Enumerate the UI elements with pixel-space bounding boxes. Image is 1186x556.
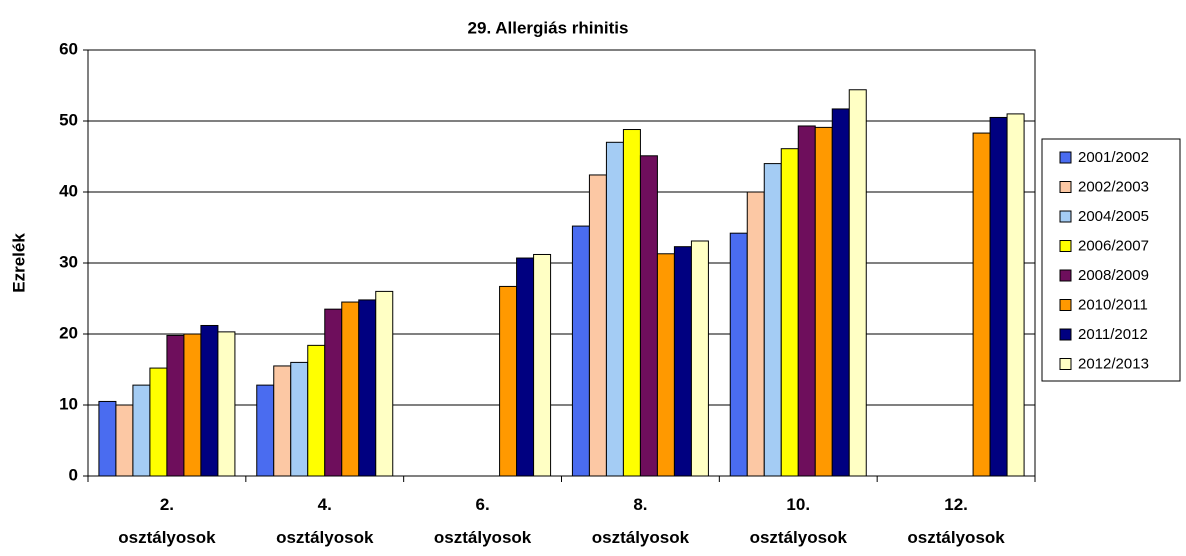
bar — [375, 290, 394, 477]
bar — [324, 308, 343, 477]
bar — [571, 225, 590, 477]
legend-label: 2001/2002 — [1078, 149, 1149, 166]
y-tick-label: 60 — [59, 39, 78, 58]
bar — [989, 116, 1008, 477]
bar — [746, 191, 765, 477]
legend-swatch — [1059, 269, 1072, 282]
bar — [831, 108, 850, 477]
bar — [132, 384, 151, 477]
legend-label: 2008/2009 — [1078, 267, 1149, 284]
legend-label: 2011/2012 — [1078, 326, 1148, 343]
bar — [972, 132, 991, 477]
legend-box — [1041, 138, 1181, 382]
bar — [1006, 113, 1025, 477]
x-tick-label: 2. osztályosok — [118, 495, 216, 547]
bar — [358, 299, 377, 477]
y-tick-label: 40 — [59, 181, 78, 200]
y-tick-label: 30 — [59, 252, 78, 271]
y-tick-label: 20 — [59, 323, 78, 342]
bar — [183, 333, 202, 477]
bar — [780, 148, 799, 477]
legend-label: 2012/2013 — [1078, 355, 1149, 372]
legend-label: 2004/2005 — [1078, 208, 1149, 225]
legend-swatch — [1059, 151, 1072, 164]
bar — [200, 324, 219, 477]
bar — [639, 155, 658, 477]
y-tick-label: 0 — [69, 465, 78, 484]
legend-swatch — [1059, 358, 1072, 370]
legend-swatch — [1059, 240, 1072, 252]
bar — [797, 125, 816, 477]
bar — [605, 141, 624, 477]
bar — [533, 253, 552, 477]
bar — [763, 163, 782, 477]
bar — [341, 301, 360, 477]
bar — [516, 257, 535, 477]
chart-title: 29. Allergiás rhinitis — [468, 18, 629, 37]
bar — [149, 367, 168, 477]
x-tick-label: 8. osztályosok — [592, 495, 690, 547]
bar — [256, 384, 275, 477]
x-tick-label: 6. osztályosok — [434, 495, 532, 547]
bar — [98, 400, 117, 477]
bar — [166, 334, 185, 477]
bar — [690, 240, 709, 477]
bar — [115, 404, 134, 477]
bar — [814, 126, 833, 477]
legend-swatch — [1059, 299, 1072, 311]
legend-label: 2006/2007 — [1078, 237, 1149, 254]
legend-swatch — [1059, 210, 1072, 223]
y-tick-label: 10 — [59, 394, 78, 413]
bar — [273, 365, 292, 477]
x-tick-label: 12. osztályosok — [907, 495, 1005, 547]
x-tick-label: 10. osztályosok — [750, 495, 848, 547]
bar — [307, 344, 326, 477]
bar — [622, 129, 641, 477]
legend-swatch — [1059, 328, 1072, 341]
x-tick-label: 4. osztályosok — [276, 495, 374, 547]
bar — [848, 89, 867, 477]
legend-swatch — [1059, 181, 1072, 193]
bar — [588, 174, 607, 477]
bar — [673, 246, 692, 477]
legend-label: 2002/2003 — [1078, 178, 1149, 195]
bar — [656, 253, 675, 477]
bar — [290, 361, 309, 477]
bar — [499, 285, 518, 477]
bar — [729, 232, 748, 477]
y-axis-label: Ezrelék — [9, 233, 28, 293]
y-tick-label: 50 — [59, 110, 78, 129]
legend-label: 2010/2011 — [1078, 296, 1148, 313]
bar — [217, 331, 236, 477]
